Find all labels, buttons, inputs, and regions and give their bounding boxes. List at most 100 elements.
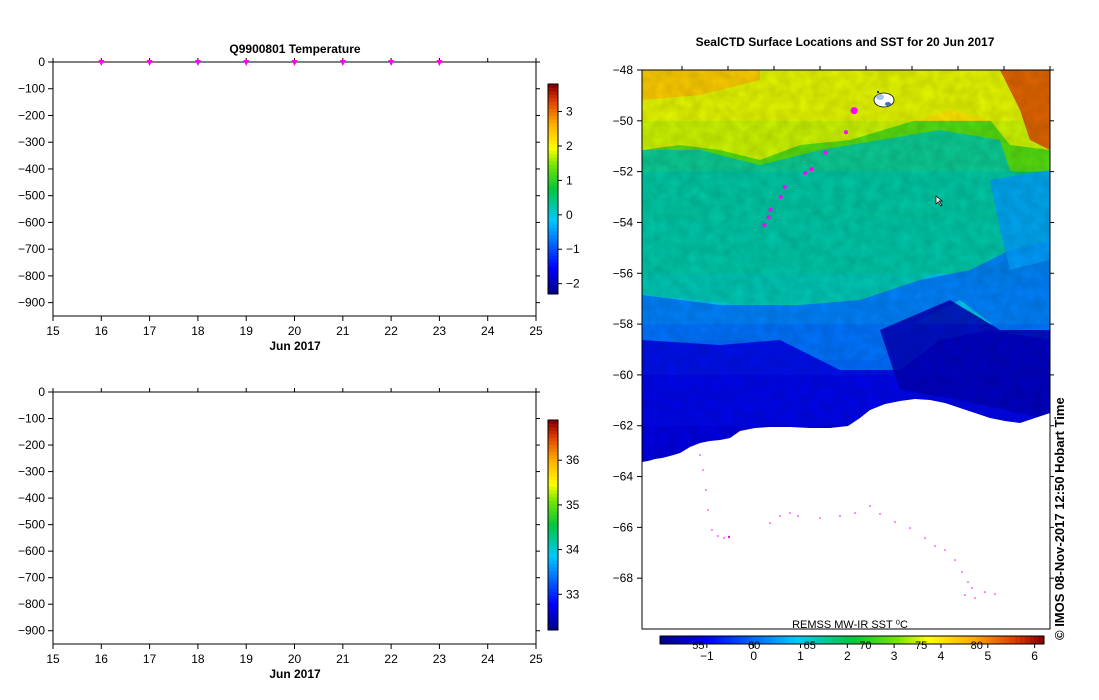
colorbar-tick-label: 34 [566, 543, 580, 557]
sst-colorbar-cell [698, 636, 704, 644]
colorbar-cell [548, 252, 558, 256]
colorbar-cell [548, 276, 558, 281]
sst-colorbar-cell [842, 636, 848, 644]
lat-tick-label: −56 [613, 266, 634, 280]
colorbar-cell [548, 112, 558, 116]
colorbar-cell [548, 465, 558, 470]
colorbar-cell [548, 94, 558, 99]
sst-colorbar-cell [660, 636, 666, 644]
x-tick-label: 23 [433, 652, 447, 666]
sst-colorbar-cell [727, 636, 733, 644]
sst-colorbar-cell [919, 636, 925, 644]
colorbar-cell [548, 269, 558, 274]
sst-colorbar-cell [871, 636, 877, 644]
x-tick-label: 16 [95, 652, 109, 666]
sst-colorbar-cell [722, 636, 728, 644]
y-tick-label: −700 [18, 571, 45, 585]
colorbar-tick-label: −1 [566, 242, 580, 256]
profile-marker [339, 60, 346, 66]
sst-colorbar-cell [866, 636, 872, 644]
colorbar-cell [548, 455, 558, 459]
colorbar-cell [548, 262, 558, 267]
colorbar-tick-label: 1 [566, 173, 573, 187]
map-frame [641, 69, 1051, 630]
sst-colorbar-cell [847, 636, 853, 644]
x-tick-label: 24 [481, 652, 495, 666]
sst-colorbar-cell [794, 636, 800, 644]
y-tick-label: −300 [18, 135, 45, 149]
sst-colorbar-cell [1039, 636, 1045, 644]
sst-colorbar-cell [669, 636, 675, 644]
salinity-xlabel: Jun 2017 [269, 667, 321, 681]
lat-tick-label: −48 [613, 63, 634, 77]
x-tick-label: 20 [288, 652, 302, 666]
colorbar-cell [548, 542, 558, 547]
colorbar-cell [548, 623, 558, 627]
x-tick-label: 25 [529, 324, 543, 338]
lat-tick-label: −66 [613, 520, 634, 534]
colorbar-cell [548, 224, 558, 228]
seal-location [782, 184, 787, 189]
sst-colorbar-tick-label: 2 [844, 649, 851, 663]
sst-caption-bg [780, 618, 920, 629]
colorbar-cell [548, 238, 558, 242]
colorbar-cell [548, 126, 558, 130]
colorbar-cell [548, 122, 558, 127]
colorbar-cell [548, 472, 558, 477]
sst-colorbar-cell [741, 636, 747, 644]
sst-colorbar-cell [832, 636, 839, 644]
y-tick-label: −400 [18, 491, 45, 505]
sst-colorbar-cell [991, 636, 997, 644]
sst-colorbar-cell [876, 636, 882, 644]
colorbar-cell [548, 423, 558, 428]
y-tick-label: −700 [18, 242, 45, 256]
lat-tick-label: −62 [613, 419, 634, 433]
sst-colorbar-cell [890, 636, 896, 644]
colorbar-cell [548, 150, 558, 155]
colorbar-cell [548, 154, 558, 158]
salinity-axes: 15 16 17 18 19 20 21 22 23 24 25 0 −100 −200 −300 −400 −… [18, 385, 543, 666]
colorbar-cell [548, 490, 558, 494]
sst-colorbar-cell [981, 636, 987, 644]
colorbar-cell [548, 581, 558, 585]
seal-location [850, 107, 858, 115]
sst-colorbar-cell [938, 636, 944, 644]
colorbar-cell [548, 203, 558, 207]
colorbar-cell [548, 87, 558, 92]
sst-colorbar-cell [818, 636, 824, 644]
colorbar-cell [548, 255, 558, 260]
colorbar-cell [548, 420, 558, 424]
sst-colorbar-cell [967, 636, 973, 644]
colorbar-cell [548, 612, 558, 617]
x-tick-label: 15 [46, 652, 60, 666]
colorbar-cell [548, 588, 558, 592]
colorbar-tick-label: 0 [566, 208, 573, 222]
colorbar-cell [548, 595, 558, 599]
x-tick-label: 20 [288, 324, 302, 338]
seal-location [766, 215, 771, 220]
colorbar-cell [548, 161, 558, 165]
y-tick-label: −800 [18, 269, 45, 283]
sst-colorbar-cell [1005, 636, 1011, 644]
colorbar-cell [548, 605, 558, 610]
colorbar-cell [548, 105, 558, 109]
y-tick-label: −800 [18, 597, 45, 611]
x-tick-label: 16 [95, 324, 109, 338]
colorbar-cell [548, 189, 558, 193]
profile-marker [98, 60, 105, 66]
colorbar-cell [548, 434, 558, 438]
colorbar-cell [548, 287, 558, 291]
colorbar-cell [548, 532, 558, 536]
sst-colorbar-cell [756, 636, 762, 644]
seal-location [823, 150, 828, 155]
colorbar-cell [548, 231, 558, 235]
colorbar-cell [548, 514, 558, 519]
colorbar-cell [548, 234, 558, 239]
seal-location [778, 195, 783, 200]
temperature-xlabel: Jun 2017 [269, 339, 321, 353]
x-tick-label: 19 [240, 324, 254, 338]
sst-colorbar-cell [823, 636, 829, 644]
colorbar-cell [548, 217, 558, 221]
sst-colorbar-cell [852, 636, 858, 644]
colorbar-cell [548, 483, 558, 487]
